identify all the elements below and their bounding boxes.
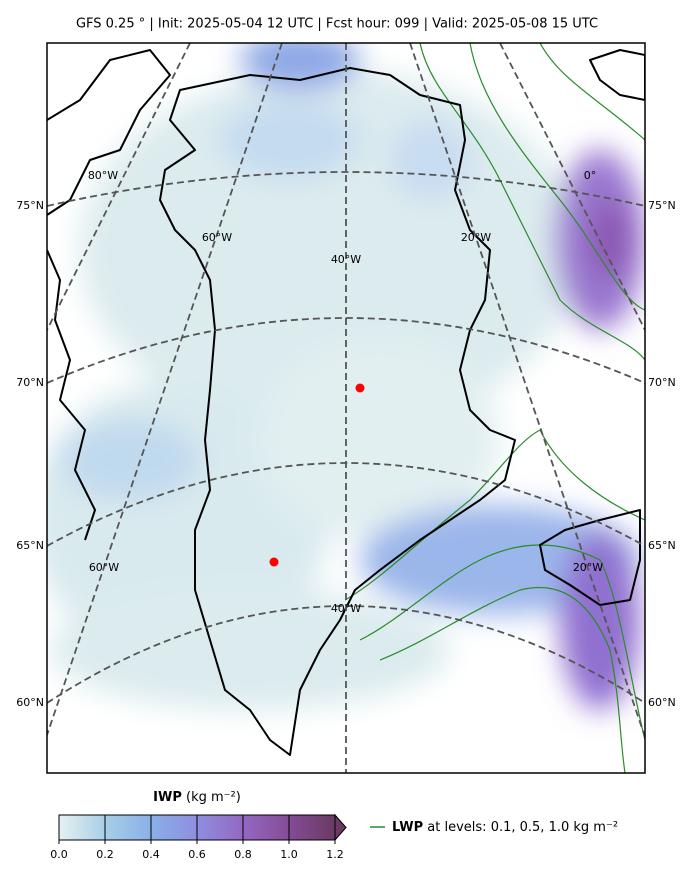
station-marker	[269, 557, 279, 567]
colorbar-tick-label: 0.8	[234, 848, 252, 861]
colorbar-tick-label: 0.0	[50, 848, 68, 861]
legend-desc: at levels: 0.1, 0.5, 1.0 kg m⁻²	[427, 820, 618, 835]
lon-label: 0°	[584, 169, 597, 182]
lat-label: 75°N	[648, 199, 676, 212]
lon-label: 60°W	[89, 561, 119, 574]
lon-label: 40°W	[331, 602, 361, 615]
lat-label: 70°N	[16, 376, 44, 389]
legend-name: LWP	[392, 820, 423, 835]
colorbar-label: IWP (kg m⁻²)	[153, 790, 241, 805]
colorbar-tick-label: 1.0	[280, 848, 298, 861]
lat-label: 70°N	[648, 376, 676, 389]
map	[47, 43, 645, 773]
lon-label: 80°W	[88, 169, 118, 182]
colorbar: 0.0 0.2 0.4 0.6 0.8 1.0 1.2	[50, 813, 347, 861]
lon-label: 60°W	[202, 231, 232, 244]
lon-label: 20°W	[573, 561, 603, 574]
colorbar-label-name: IWP	[153, 790, 182, 805]
colorbar-tick-label: 0.6	[188, 848, 206, 861]
colorbar-extend	[334, 813, 347, 842]
lat-label: 60°N	[16, 696, 44, 709]
lon-label: 20°W	[461, 231, 491, 244]
title: GFS 0.25 ° | Init: 2025-05-04 12 UTC | F…	[76, 17, 598, 32]
colorbar-tick-label: 1.2	[326, 848, 344, 861]
lon-label: 40°W	[331, 253, 361, 266]
lat-label: 65°N	[648, 539, 676, 552]
lat-label: 60°N	[648, 696, 676, 709]
colorbar-tick-label: 0.2	[96, 848, 114, 861]
legend-text: LWP at levels: 0.1, 0.5, 1.0 kg m⁻²	[392, 820, 618, 835]
coastlines	[47, 49, 645, 756]
map-labels: 75°N 70°N 65°N 60°N 75°N 70°N 65°N 60°N 80°W 0° 60…	[16, 169, 675, 709]
colorbar-tick-label: 0.4	[142, 848, 160, 861]
map-frame	[46, 42, 646, 774]
station-marker	[355, 383, 365, 393]
lat-label: 65°N	[16, 539, 44, 552]
graticule	[47, 43, 645, 773]
lat-label: 75°N	[16, 199, 44, 212]
colorbar-label-unit: (kg m⁻²)	[186, 790, 241, 805]
